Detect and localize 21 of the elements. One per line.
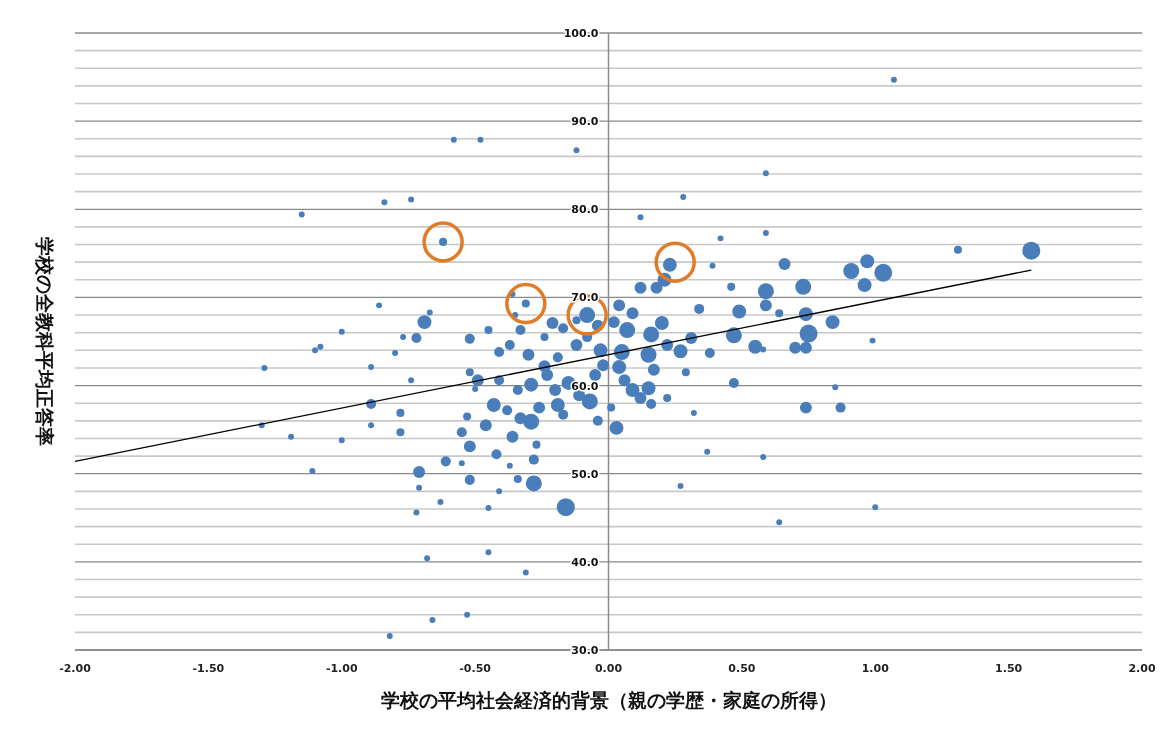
y-tick-label: 80.0 [571,203,599,217]
x-axis-title: 学校の平均社会経済的背景（親の学歴・家庭の所得） [380,689,837,711]
y-tick-label: 100.0 [563,27,599,40]
x-tick-label: -2.00 [59,662,92,675]
x-tick-label: -1.50 [192,662,225,675]
y-tick-label: 50.0 [571,467,599,481]
y-tick-label: 40.0 [571,555,599,569]
point [505,282,547,325]
y-tick-label: 90.0 [571,115,599,129]
x-tick-label: 0.50 [728,662,756,675]
point [654,241,696,283]
x-tick-label: 1.00 [861,662,890,675]
x-tick-label: 2.00 [1128,662,1156,675]
x-tick-label: 1.50 [995,662,1023,675]
x-tick-label: 0.00 [594,662,623,675]
y-tick-label: 60.0 [571,379,599,393]
x-tick-label: -1.00 [325,662,358,675]
y-tick-label: 30.0 [571,644,599,657]
point [422,221,464,263]
x-tick-label: -0.50 [459,662,492,675]
y-axis-title: 学校の全教科平均正答率 [34,237,56,446]
